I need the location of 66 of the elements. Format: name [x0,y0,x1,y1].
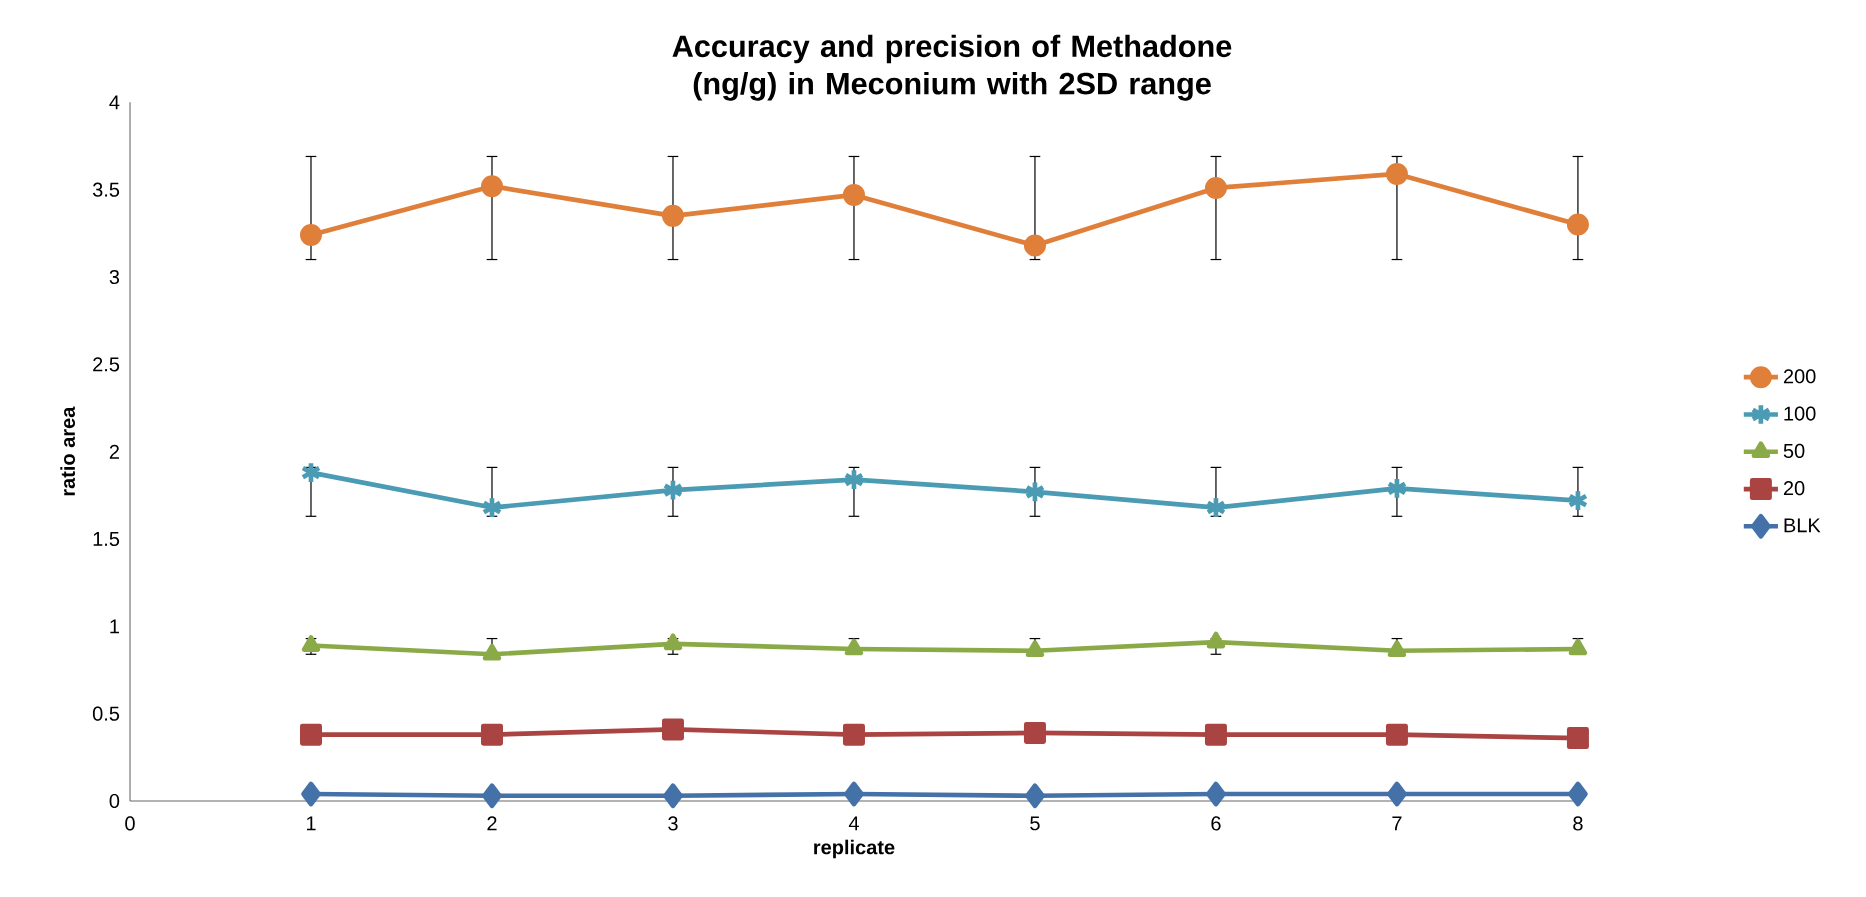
point [482,783,502,809]
point [1566,727,1589,750]
point [1568,638,1588,656]
point [1206,781,1226,807]
point [1025,640,1045,658]
point [844,781,864,807]
x-tick-label: 7 [1392,816,1402,831]
point [300,460,322,485]
point [1206,631,1226,649]
point [843,467,865,492]
x-tick-label: 6 [1211,816,1221,831]
point [663,633,683,651]
legend-label: 200 [1783,369,1816,384]
point [1568,781,1588,807]
y-tick-label: 1.5 [93,532,120,546]
point [1024,480,1046,504]
legend-label: 100 [1784,406,1816,421]
y-axis-title: ratio area [60,406,75,496]
point [1386,476,1408,501]
point [661,718,684,741]
point [480,723,503,746]
x-tick-label: 0 [125,816,135,831]
y-tick-label: 1 [110,619,119,634]
y-tick-label: 0.5 [92,706,120,721]
x-tick-label: 8 [1573,816,1583,831]
y-tick-label: 0 [109,793,120,809]
point [1387,781,1407,807]
x-tick-label: 3 [668,816,678,831]
point [1566,213,1589,236]
y-tick-label: 2.5 [93,357,120,372]
point [1385,723,1408,746]
x-tick-label: 1 [306,816,316,831]
y-tick-label: 4 [109,95,120,110]
point [481,495,503,520]
x-tick-label: 4 [848,816,859,831]
point [1385,162,1408,185]
x-axis-title: replicate [814,839,895,859]
point [299,723,322,746]
legend-label: 20 [1783,481,1805,496]
y-tick-label: 2 [109,444,119,459]
point [661,204,684,227]
x-tick-label: 5 [1030,816,1040,831]
x-tick-label: 2 [487,816,497,831]
point [482,643,502,661]
point [1567,488,1589,513]
point [842,723,865,746]
legend-label: BLK [1784,518,1821,533]
point [301,781,321,807]
point [1387,640,1407,658]
point [844,638,864,656]
point [662,478,684,502]
y-tick-label: 3 [109,269,120,285]
point [1205,495,1227,520]
point [1023,721,1046,744]
point [842,183,865,206]
point [480,175,503,198]
legend-label: 50 [1783,443,1805,458]
point [301,635,321,652]
point [1023,234,1046,257]
point [663,783,683,809]
point [1025,783,1045,809]
point [299,224,322,247]
point [1204,176,1227,199]
chart-title: Accuracy and precision of Methadone (ng/g) in Meconium with 2SD range [672,34,1232,101]
y-tick-label: 3.5 [92,182,120,197]
point [1204,723,1227,746]
